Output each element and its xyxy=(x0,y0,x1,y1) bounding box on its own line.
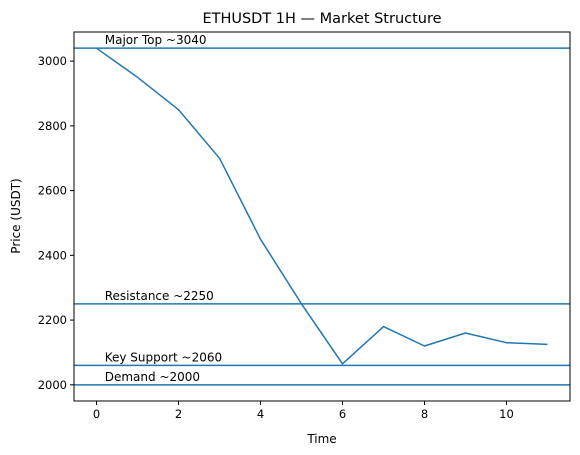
y-axis-label: Price (USDT) xyxy=(9,178,23,253)
y-tick-label: 2000 xyxy=(38,378,67,392)
x-tick-label: 4 xyxy=(257,407,264,421)
chart-title: ETHUSDT 1H — Market Structure xyxy=(202,11,441,27)
x-axis-label: Time xyxy=(306,432,336,446)
level-label: Resistance ~2250 xyxy=(105,289,214,303)
y-tick-label: 2600 xyxy=(38,184,67,198)
y-tick-label: 3000 xyxy=(38,54,67,68)
x-tick-label: 2 xyxy=(175,407,182,421)
y-tick-label: 2800 xyxy=(38,119,67,133)
level-label: Key Support ~2060 xyxy=(105,350,222,364)
price-series-line xyxy=(96,47,548,365)
x-tick-label: 8 xyxy=(421,407,428,421)
plot-frame xyxy=(73,31,571,402)
x-tick-label: 0 xyxy=(93,407,100,421)
y-tick-label: 2400 xyxy=(38,248,67,262)
x-tick-label: 10 xyxy=(499,407,514,421)
x-tick-label: 6 xyxy=(339,407,346,421)
level-label: Major Top ~3040 xyxy=(105,33,207,47)
level-label: Demand ~2000 xyxy=(105,370,200,384)
y-tick-label: 2200 xyxy=(38,313,67,327)
